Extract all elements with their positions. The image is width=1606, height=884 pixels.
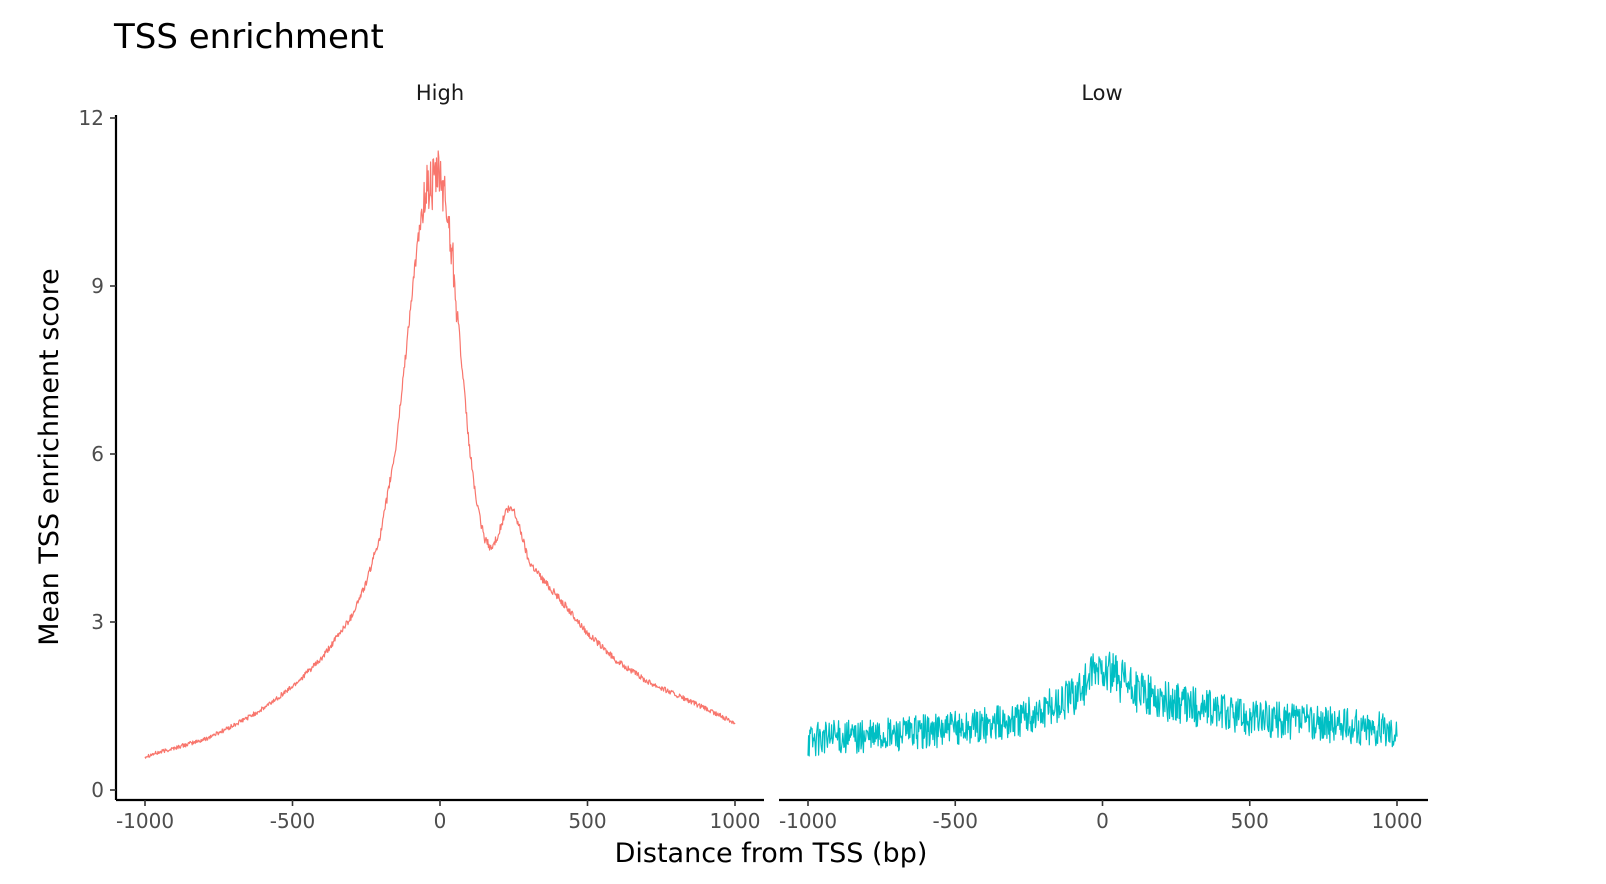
y-tick-label-4: 12: [79, 106, 104, 130]
chart-title: TSS enrichment: [113, 17, 384, 57]
x-tick-label-high-0: -1000: [116, 809, 174, 833]
facet-label-low: Low: [1081, 81, 1122, 105]
y-tick-label-0: 0: [91, 778, 104, 802]
y-tick-label-3: 9: [91, 274, 104, 298]
panel-high: -1000 -500 0 500 1000: [116, 150, 764, 833]
x-tick-label-high-4: 1000: [710, 809, 761, 833]
x-tick-label-low-1: -500: [933, 809, 978, 833]
x-tick-label-low-0: -1000: [779, 809, 837, 833]
y-tick-label-1: 3: [91, 610, 104, 634]
series-line-high: [144, 150, 736, 759]
x-tick-label-high-2: 0: [434, 809, 447, 833]
y-axis-title: Mean TSS enrichment score: [34, 268, 65, 646]
x-axis-title: Distance from TSS (bp): [615, 838, 928, 869]
facet-label-high: High: [416, 81, 464, 105]
y-tick-label-2: 6: [91, 442, 104, 466]
y-axis: 0 3 6 9 12: [79, 106, 118, 802]
x-tick-label-high-1: -500: [270, 809, 315, 833]
x-tick-label-low-3: 500: [1231, 809, 1269, 833]
x-tick-label-low-2: 0: [1096, 809, 1109, 833]
x-tick-label-low-4: 1000: [1372, 809, 1423, 833]
x-tick-label-high-3: 500: [568, 809, 606, 833]
panel-low: -1000 -500 0 500 1000: [779, 651, 1428, 833]
series-line-low: [807, 651, 1398, 757]
